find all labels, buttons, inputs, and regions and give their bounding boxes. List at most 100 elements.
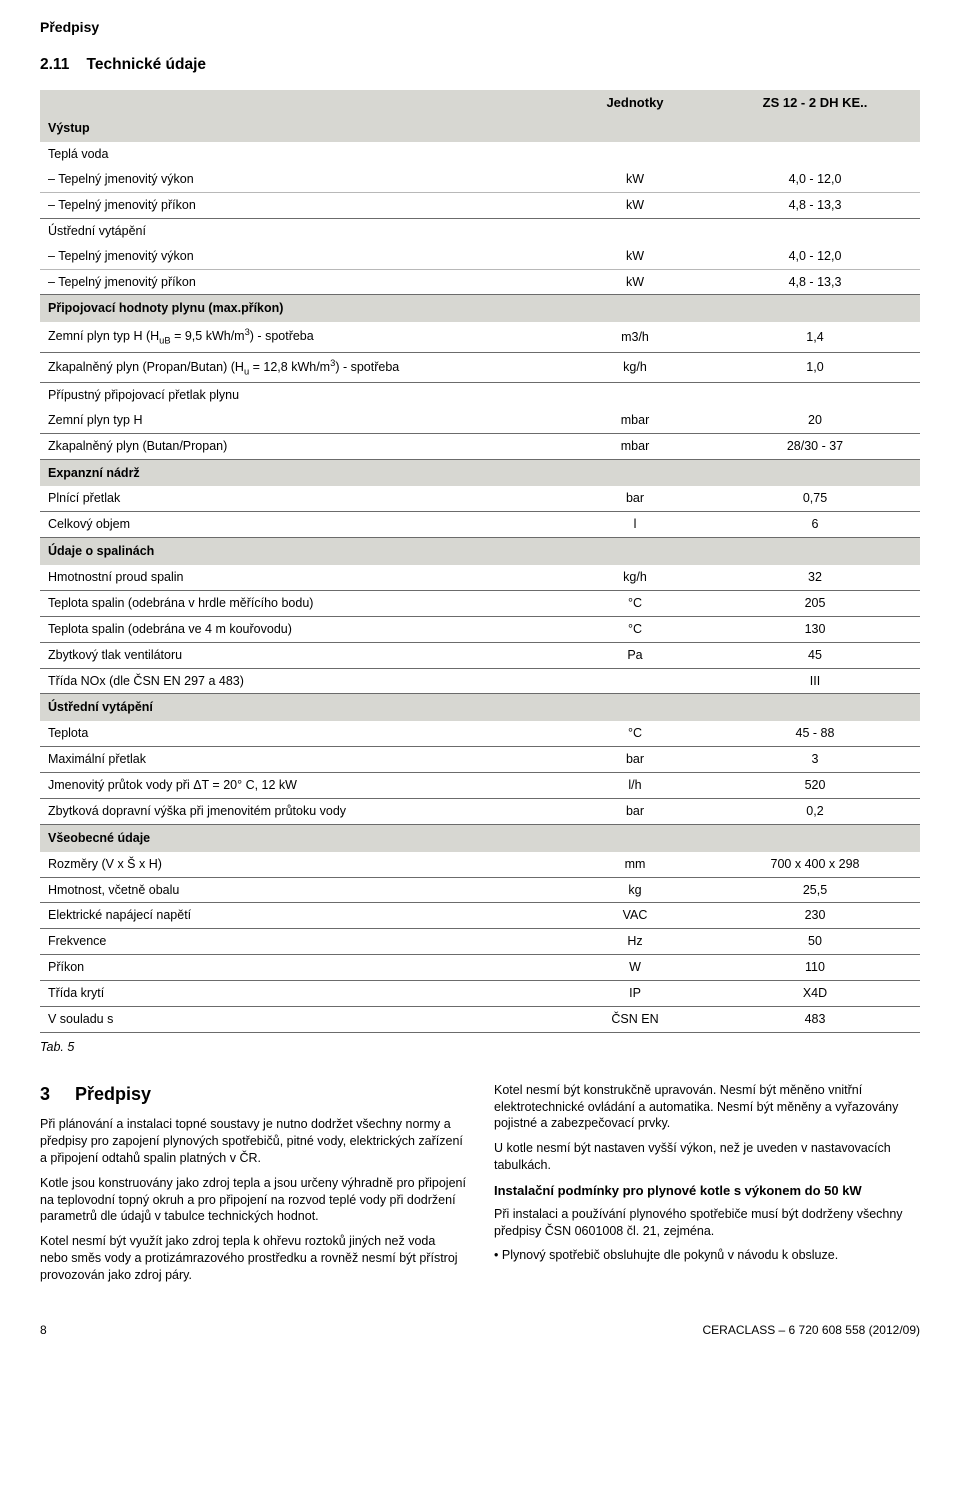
table-row-value: 1,4 [710,322,920,352]
table-row-label: Třída NOx (dle ČSN EN 297 a 483) [40,668,560,694]
table-row-label: Teplá voda [40,142,560,167]
page-header: Předpisy [40,18,920,37]
body-paragraph: U kotle nesmí být nastaven vyšší výkon, … [494,1140,920,1174]
table-row-value: 25,5 [710,877,920,903]
table-row-label: Zbytkový tlak ventilátoru [40,642,560,668]
page-number: 8 [40,1322,47,1338]
predpisy-heading: 3 Předpisy [40,1082,466,1106]
table-row-unit: mbar [560,408,710,433]
table-row-label: Zemní plyn typ H (HuB = 9,5 kWh/m3) - sp… [40,322,560,352]
table-row-value: 0,75 [710,486,920,511]
table-row-unit: Hz [560,929,710,955]
right-column: Kotel nesmí být konstrukčně upravován. N… [494,1082,920,1292]
table-row-label: Maximální přetlak [40,747,560,773]
table-section-header: Expanzní nádrž [40,459,920,486]
table-row-unit: kW [560,192,710,218]
section-title: Technické údaje [87,56,206,73]
bullet-item: Plynový spotřebič obsluhujte dle pokynů … [494,1247,920,1264]
table-row-value: 1,0 [710,352,920,382]
table-row-unit: l/h [560,773,710,799]
table-row-value [710,142,920,167]
table-row-unit: °C [560,616,710,642]
table-row-label: – Tepelný jmenovitý příkon [40,269,560,295]
table-row-label: Zkapalněný plyn (Butan/Propan) [40,433,560,459]
table-row-label: Ústřední vytápění [40,218,560,243]
table-row-unit: kg [560,877,710,903]
table-row-unit: kW [560,244,710,269]
table-row-value: 28/30 - 37 [710,433,920,459]
table-row-value: 4,8 - 13,3 [710,192,920,218]
table-row-unit: bar [560,747,710,773]
table-row-unit: W [560,955,710,981]
table-row-value: 45 - 88 [710,721,920,746]
table-section-header: Výstup [40,115,920,142]
table-row-label: – Tepelný jmenovitý příkon [40,192,560,218]
table-row-unit: mm [560,852,710,877]
table-row-label: Zemní plyn typ H [40,408,560,433]
install-bullets: Plynový spotřebič obsluhujte dle pokynů … [494,1247,920,1264]
spec-table: Jednotky ZS 12 - 2 DH KE.. VýstupTeplá v… [40,90,920,1033]
table-row-unit: mbar [560,433,710,459]
table-row-value: 0,2 [710,798,920,824]
table-row-unit: IP [560,981,710,1007]
table-row-value: 4,0 - 12,0 [710,167,920,192]
table-row-label: Zkapalněný plyn (Propan/Butan) (Hu = 12,… [40,352,560,382]
table-row-unit [560,218,710,243]
table-row-label: Teplota [40,721,560,746]
table-row-value: 483 [710,1006,920,1032]
table-row-value: 3 [710,747,920,773]
table-row-label: Teplota spalin (odebrána v hrdle měřícíh… [40,590,560,616]
table-row-label: Hmotnost, včetně obalu [40,877,560,903]
doc-id: CERACLASS – 6 720 608 558 (2012/09) [703,1322,920,1338]
table-row-unit: l [560,512,710,538]
install-para: Při instalaci a používání plynového spot… [494,1206,920,1240]
table-row-value: 20 [710,408,920,433]
body-paragraph: Kotel nesmí být využít jako zdroj tepla … [40,1233,466,1284]
table-row-unit: m3/h [560,322,710,352]
table-row-label: Elektrické napájecí napětí [40,903,560,929]
table-row-unit: kW [560,269,710,295]
table-row-label: Plnící přetlak [40,486,560,511]
body-paragraph: Kotel nesmí být konstrukčně upravován. N… [494,1082,920,1133]
table-row-unit [560,668,710,694]
table-row-label: Příkon [40,955,560,981]
table-row-value: 4,8 - 13,3 [710,269,920,295]
table-row-value: 4,0 - 12,0 [710,244,920,269]
table-row-value: 130 [710,616,920,642]
col-param [40,90,560,116]
body-paragraph: Kotle jsou konstruovány jako zdroj tepla… [40,1175,466,1226]
table-row-value: 6 [710,512,920,538]
table-row-value: III [710,668,920,694]
table-row-label: Teplota spalin (odebrána ve 4 m kouřovod… [40,616,560,642]
table-row-label: Jmenovitý průtok vody při ΔT = 20° C, 12… [40,773,560,799]
table-row-label: Celkový objem [40,512,560,538]
predpisy-title: Předpisy [75,1084,151,1104]
table-section-header: Všeobecné údaje [40,824,920,851]
table-row-label: Hmotnostní proud spalin [40,565,560,590]
table-row-value: 110 [710,955,920,981]
install-heading: Instalační podmínky pro plynové kotle s … [494,1182,920,1200]
table-row-unit: VAC [560,903,710,929]
table-row-label: Rozměry (V x Š x H) [40,852,560,877]
table-row-label: – Tepelný jmenovitý výkon [40,167,560,192]
table-section-header: Ústřední vytápění [40,694,920,721]
section-number: 2.11 [40,56,69,73]
table-row-label: Zbytková dopravní výška při jmenovitém p… [40,798,560,824]
table-row-unit [560,142,710,167]
table-row-unit: ČSN EN [560,1006,710,1032]
predpisy-number: 3 [40,1084,50,1104]
table-row-unit: °C [560,721,710,746]
table-row-unit: kg/h [560,565,710,590]
table-row-unit [560,382,710,407]
table-row-unit: kW [560,167,710,192]
table-row-label: V souladu s [40,1006,560,1032]
table-row-value: 50 [710,929,920,955]
table-row-unit: Pa [560,642,710,668]
table-row-value [710,218,920,243]
table-caption: Tab. 5 [40,1039,920,1056]
table-row-value: X4D [710,981,920,1007]
table-section-header: Připojovací hodnoty plynu (max.příkon) [40,295,920,322]
table-row-label: – Tepelný jmenovitý výkon [40,244,560,269]
table-row-label: Frekvence [40,929,560,955]
table-row-unit: bar [560,486,710,511]
